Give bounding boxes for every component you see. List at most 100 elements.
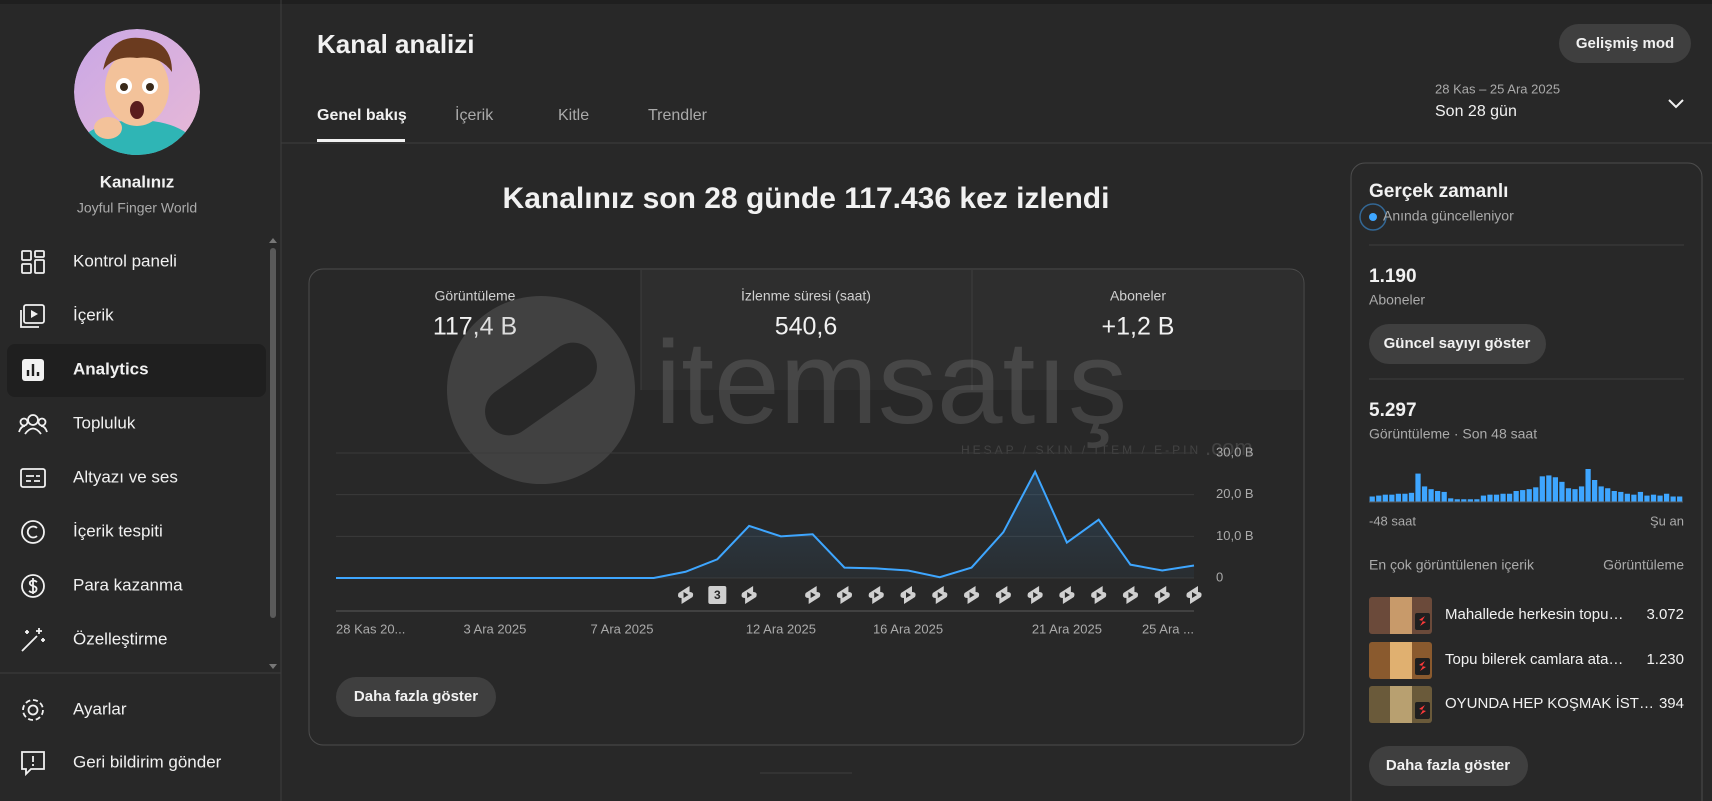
bar[interactable] xyxy=(1611,491,1617,502)
bar[interactable] xyxy=(1559,481,1565,502)
subscriber-button[interactable]: Güncel sayıyı göster xyxy=(1384,335,1531,352)
bar[interactable] xyxy=(1657,495,1663,502)
nav-item[interactable]: Kontrol paneli xyxy=(21,250,177,274)
content-views[interactable]: 1.230 xyxy=(1646,651,1684,668)
stat-label[interactable]: Görüntüleme xyxy=(435,288,516,304)
nav-item[interactable]: Ayarlar xyxy=(22,699,127,721)
tab[interactable]: Trendler xyxy=(648,107,708,124)
bar[interactable] xyxy=(1578,486,1585,502)
bar[interactable] xyxy=(1513,491,1519,502)
nav-label[interactable]: Kontrol paneli xyxy=(73,251,177,270)
nav-item[interactable]: İçerik tespiti xyxy=(21,520,163,544)
bar[interactable] xyxy=(1474,499,1480,502)
bar[interactable] xyxy=(1520,490,1526,502)
tab[interactable]: Genel bakış xyxy=(317,107,407,124)
bar[interactable] xyxy=(1605,488,1611,502)
bar[interactable] xyxy=(1500,493,1506,502)
content-views[interactable]: 3.072 xyxy=(1646,606,1684,623)
tab[interactable]: Kitle xyxy=(558,107,589,124)
bar[interactable] xyxy=(1539,476,1545,502)
bar[interactable] xyxy=(1585,469,1591,502)
bar[interactable] xyxy=(1487,494,1493,502)
bar[interactable] xyxy=(1565,488,1572,502)
nav-label[interactable]: Geri bildirim gönder xyxy=(73,752,222,771)
bar[interactable] xyxy=(1650,494,1657,502)
stat-value[interactable]: +1,2 B xyxy=(1102,313,1175,341)
show-more[interactable]: Daha fazla göster xyxy=(354,688,478,705)
bar[interactable] xyxy=(1618,491,1624,502)
bar[interactable] xyxy=(1493,494,1500,502)
nav-label[interactable]: Ayarlar xyxy=(73,699,127,718)
bar[interactable] xyxy=(1546,475,1552,502)
content-row[interactable]: Topu bilerek camlara ata… 1.230 xyxy=(1369,642,1684,679)
publish-badge[interactable]: 3 xyxy=(714,588,721,602)
bar[interactable] xyxy=(1376,495,1382,502)
stat-label[interactable]: İzlenme süresi (saat) xyxy=(741,287,871,304)
stat-value[interactable]: 117,4 B xyxy=(433,313,517,341)
content-views[interactable]: 394 xyxy=(1659,695,1684,712)
subscriber-button-bg[interactable] xyxy=(1369,324,1546,364)
bar[interactable] xyxy=(1480,495,1487,502)
tab[interactable]: İçerik xyxy=(455,105,494,124)
bar[interactable] xyxy=(1382,494,1388,502)
bar[interactable] xyxy=(1441,491,1447,502)
bar[interactable] xyxy=(1461,499,1467,502)
bar[interactable] xyxy=(1415,473,1421,502)
avatar[interactable] xyxy=(74,29,200,180)
nav-label[interactable]: Özelleştirme xyxy=(73,629,167,648)
bar[interactable] xyxy=(1631,494,1637,502)
bar[interactable] xyxy=(1592,480,1598,502)
advanced-button-bg[interactable] xyxy=(1559,24,1691,63)
nav-label[interactable]: İçerik xyxy=(73,305,114,324)
bar[interactable] xyxy=(1402,493,1408,502)
realtime-show-more-bg[interactable] xyxy=(1369,746,1528,786)
nav-item[interactable]: Özelleştirme xyxy=(21,628,167,652)
nav-label[interactable]: Topluluk xyxy=(73,413,136,432)
bar[interactable] xyxy=(1421,486,1428,502)
advanced-button[interactable]: Gelişmiş mod xyxy=(1576,35,1674,52)
realtime-show-more[interactable]: Daha fazla göster xyxy=(1386,757,1510,774)
bar[interactable] xyxy=(1395,493,1402,502)
show-more-bg[interactable] xyxy=(336,677,496,717)
content-title[interactable]: Mahallede herkesin topu… xyxy=(1445,606,1623,623)
nav-item[interactable]: Para kazanma xyxy=(21,574,183,598)
bar[interactable] xyxy=(1435,491,1441,502)
bar[interactable] xyxy=(1624,493,1630,502)
bar[interactable] xyxy=(1572,489,1578,502)
bar[interactable] xyxy=(1526,489,1532,502)
nav-label[interactable]: Altyazı ve ses xyxy=(73,467,178,486)
bar[interactable] xyxy=(1369,496,1375,503)
bar[interactable] xyxy=(1408,492,1415,502)
bar[interactable] xyxy=(1637,491,1644,502)
content-row[interactable]: OYUNDA HEP KOŞMAK İST… 394 xyxy=(1369,686,1684,723)
period-dropdown[interactable] xyxy=(1668,99,1684,109)
bar[interactable] xyxy=(1467,499,1473,502)
bar[interactable] xyxy=(1448,498,1454,502)
stat-value[interactable]: 540,6 xyxy=(775,313,838,341)
nav-item[interactable]: Analytics xyxy=(22,359,149,381)
nav-label[interactable]: Para kazanma xyxy=(73,575,183,594)
bar[interactable] xyxy=(1428,489,1434,502)
content-row[interactable]: Mahallede herkesin topu… 3.072 xyxy=(1369,597,1684,634)
nav-label[interactable]: Analytics xyxy=(73,359,149,378)
bar[interactable] xyxy=(1670,496,1676,503)
bar[interactable] xyxy=(1506,493,1513,502)
bar[interactable] xyxy=(1644,495,1650,502)
scrollbar[interactable] xyxy=(270,248,276,618)
bar[interactable] xyxy=(1677,496,1683,503)
period[interactable]: Son 28 gün xyxy=(1435,103,1517,120)
bar[interactable] xyxy=(1389,494,1395,502)
content-title[interactable]: Topu bilerek camlara ata… xyxy=(1445,651,1623,668)
nav-item[interactable]: Topluluk xyxy=(18,413,136,435)
bar[interactable] xyxy=(1552,477,1559,502)
bar[interactable] xyxy=(1598,486,1604,502)
nav-item[interactable]: Altyazı ve ses xyxy=(20,467,178,488)
nav-item[interactable]: İçerik xyxy=(20,304,114,328)
content-title[interactable]: OYUNDA HEP KOŞMAK İST… xyxy=(1445,694,1654,712)
nav-item[interactable]: Geri bildirim gönder xyxy=(21,751,222,777)
stat-label[interactable]: Aboneler xyxy=(1110,288,1166,304)
bar[interactable] xyxy=(1663,493,1670,502)
bar[interactable] xyxy=(1533,487,1539,502)
bar[interactable] xyxy=(1454,499,1460,502)
nav-label[interactable]: İçerik tespiti xyxy=(73,521,163,540)
